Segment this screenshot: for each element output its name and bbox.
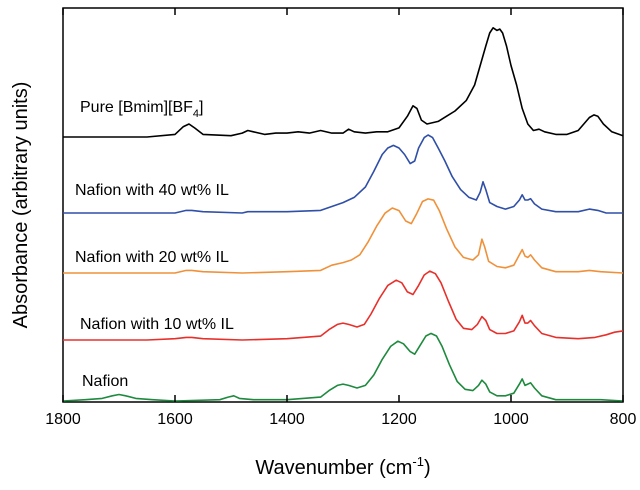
series-label-1: Pure [Bmim][BF4] [80, 99, 203, 120]
x-tick-label-1000: 1000 [493, 411, 529, 428]
series-line-4 [63, 270, 624, 341]
series-label-layer: Pure [Bmim][BF4] Nafion with 40 wt% IL Naf… [75, 99, 234, 390]
x-tick-label-800: 800 [610, 411, 637, 428]
series-label-4: Nafion with 10 wt% IL [80, 316, 234, 333]
x-tick-label-1600: 1600 [157, 411, 193, 428]
x-axis-ticks: 1800 1600 1400 1200 1000 800 [45, 8, 636, 428]
series-line-3 [63, 198, 624, 274]
plot-frame [62, 7, 624, 403]
x-tick-label-1800: 1800 [45, 411, 81, 428]
x-tick-label-1200: 1200 [381, 411, 417, 428]
series-layer [62, 27, 624, 402]
series-label-5: Nafion [82, 373, 128, 390]
series-label-3: Nafion with 20 wt% IL [75, 249, 229, 266]
x-tick-label-1400: 1400 [269, 411, 305, 428]
series-label-2: Nafion with 40 wt% IL [75, 182, 229, 199]
series-line-2 [63, 134, 623, 214]
series-line-5 [62, 332, 624, 402]
y-axis-title: Absorbance (arbitrary units) [10, 82, 32, 329]
series-line-1 [63, 27, 624, 138]
x-axis-title: Wavenumber (cm-1) [255, 454, 430, 479]
